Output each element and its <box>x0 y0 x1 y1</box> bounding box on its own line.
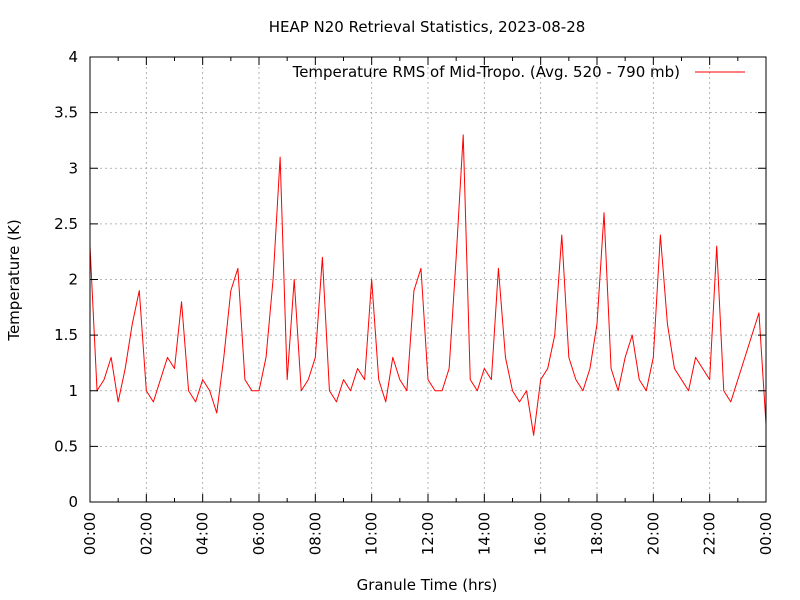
x-tick-label: 00:00 <box>757 512 775 555</box>
y-tick-label: 1.5 <box>54 326 78 344</box>
series-layer <box>89 134 767 436</box>
x-tick-label: 08:00 <box>306 512 324 555</box>
y-tick-label: 2 <box>68 271 78 289</box>
x-tick-label: 10:00 <box>363 512 381 555</box>
y-tick-label: 1 <box>68 382 78 400</box>
x-tick-label: 02:00 <box>137 512 155 555</box>
x-tick-label: 12:00 <box>419 512 437 555</box>
x-tick-label: 00:00 <box>81 512 99 555</box>
y-tick-label: 0.5 <box>54 437 78 455</box>
x-tick-label: 04:00 <box>194 512 212 555</box>
y-tick-label: 4 <box>68 48 78 66</box>
legend: Temperature RMS of Mid-Tropo. (Avg. 520 … <box>292 63 745 81</box>
y-tick-labels: 0 0.5 1 1.5 2 2.5 3 3.5 4 <box>54 48 78 511</box>
y-tick-label: 3.5 <box>54 104 78 122</box>
x-tick-label: 06:00 <box>250 512 268 555</box>
x-tick-label: 22:00 <box>701 512 719 555</box>
x-axis-title: Granule Time (hrs) <box>357 576 498 594</box>
x-tick-label: 20:00 <box>644 512 662 555</box>
x-tick-label: 14:00 <box>475 512 493 555</box>
y-tick-label: 2.5 <box>54 215 78 233</box>
axis-ticks <box>89 56 767 503</box>
y-tick-label: 0 <box>68 493 78 511</box>
series-line <box>89 134 767 436</box>
legend-label: Temperature RMS of Mid-Tropo. (Avg. 520 … <box>292 63 680 81</box>
x-tick-label: 16:00 <box>532 512 550 555</box>
x-tick-label: 18:00 <box>588 512 606 555</box>
x-tick-labels: 00:00 02:00 04:00 06:00 08:00 10:00 12:00 14:00… <box>81 512 775 555</box>
grid-lines <box>90 57 766 502</box>
chart-title: HEAP N20 Retrieval Statistics, 2023-08-2… <box>269 18 586 36</box>
y-axis-title: Temperature (K) <box>5 219 23 341</box>
y-tick-label: 3 <box>68 159 78 177</box>
